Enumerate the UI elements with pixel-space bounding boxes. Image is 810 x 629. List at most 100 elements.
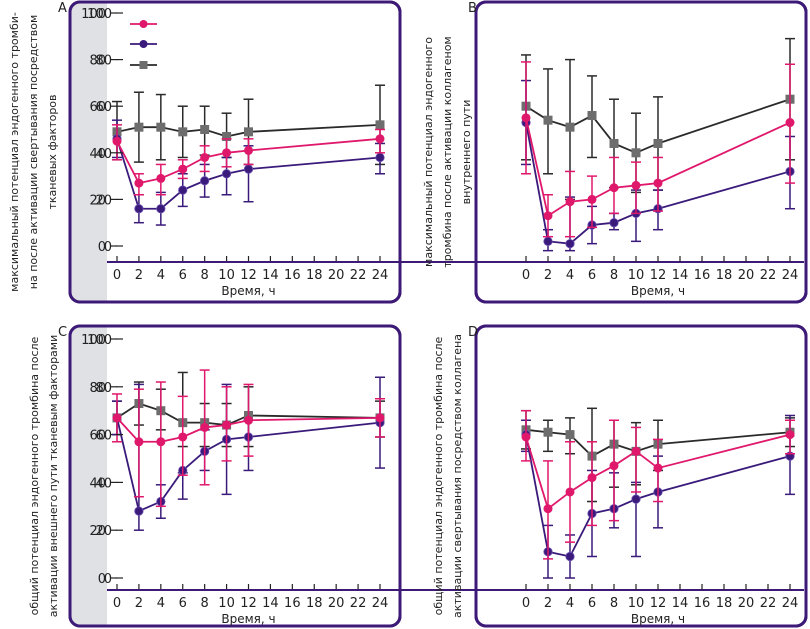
data-point [134, 506, 144, 516]
data-point [222, 148, 232, 158]
data-point [112, 136, 122, 146]
x-tick-label: 16 [284, 596, 301, 611]
data-point [134, 437, 144, 447]
data-point [587, 111, 597, 121]
y-axis-label: внутреннего пути [460, 100, 473, 205]
x-tick-label: 18 [306, 596, 323, 611]
data-point [565, 487, 575, 497]
x-tick-label: 2 [544, 268, 552, 283]
y-tick-label: 20 [95, 193, 112, 208]
data-point [565, 430, 575, 440]
x-tick-label: 18 [716, 268, 733, 283]
x-tick-label: 4 [566, 596, 574, 611]
x-tick-label: 20 [738, 596, 755, 611]
data-point [178, 185, 188, 195]
y-tick-label: 60 [95, 100, 112, 115]
data-point [375, 120, 385, 130]
data-point [112, 413, 122, 423]
y-axis-label: тромбина после активации коллагеном [441, 36, 454, 267]
series-pink [521, 61, 795, 238]
x-tick-label: 0 [113, 596, 121, 611]
x-tick-label: 2 [135, 268, 143, 283]
y-axis-label: максимальный потенциал эндогенного тромб… [8, 12, 21, 292]
y-tick-label: 20 [95, 524, 112, 539]
data-point [156, 204, 166, 214]
x-tick-label: 10 [218, 596, 235, 611]
y-axis-band [70, 2, 107, 302]
data-point [785, 430, 795, 440]
x-tick-label: 12 [240, 268, 257, 283]
data-point [653, 463, 663, 473]
data-point [375, 134, 385, 144]
legend-item-grey [130, 61, 157, 69]
data-point [565, 197, 575, 207]
x-tick-label: 10 [218, 268, 235, 283]
x-tick-label: 12 [650, 268, 667, 283]
x-tick-label: 10 [628, 596, 645, 611]
data-point [565, 239, 575, 249]
x-tick-label: 0 [522, 596, 530, 611]
x-axis-label: Время, ч [221, 612, 275, 626]
y-tick-label: 80 [89, 54, 106, 69]
y-tick-label: 40 [89, 147, 106, 162]
x-tick-label: 24 [372, 268, 389, 283]
y-axis-label: на после активации свертывания посредств… [27, 15, 40, 289]
x-tick-label: 16 [284, 268, 301, 283]
data-point [156, 122, 166, 132]
data-point [653, 138, 663, 148]
panel-letter: A [58, 1, 67, 16]
data-point [543, 211, 553, 221]
data-point [587, 473, 597, 483]
panel-letter: B [468, 1, 477, 16]
data-point [521, 113, 531, 123]
y-tick-label: 80 [95, 54, 112, 69]
legend-item-purple [130, 40, 157, 48]
y-tick-label: 80 [89, 381, 106, 396]
panel-border [68, 0, 402, 304]
x-tick-label: 4 [157, 268, 165, 283]
data-point [609, 183, 619, 193]
data-point [243, 164, 254, 174]
panel-border [474, 324, 808, 628]
y-tick-label: 40 [95, 147, 112, 162]
data-point [631, 148, 641, 158]
x-tick-label: 8 [610, 596, 618, 611]
data-point [244, 415, 253, 425]
data-point [134, 178, 144, 188]
panel-letter: C [58, 325, 67, 340]
y-tick-label: 60 [89, 100, 106, 115]
data-point [134, 204, 144, 214]
legend [130, 20, 157, 69]
x-tick-label: 20 [738, 268, 755, 283]
x-tick-label: 12 [240, 596, 257, 611]
panel-border [68, 324, 402, 628]
x-tick-label: 4 [566, 268, 574, 283]
data-point [631, 494, 641, 504]
x-tick-label: 16 [694, 596, 711, 611]
panel-frame [68, 324, 402, 628]
x-tick-label: 18 [306, 268, 323, 283]
y-tick-label: 100 [81, 7, 106, 22]
x-tick-label: 6 [179, 596, 187, 611]
x-tick-label: 4 [157, 596, 165, 611]
y-axis-label: активации свертывания посредством коллаг… [451, 334, 464, 618]
x-tick-label: 16 [694, 268, 711, 283]
data-point [178, 164, 188, 174]
x-tick-label: 10 [628, 268, 645, 283]
legend-marker [139, 40, 148, 48]
data-point [609, 461, 619, 471]
y-tick-label: 80 [95, 381, 112, 396]
x-tick-label: 14 [672, 268, 689, 283]
panel-frame [474, 324, 808, 628]
y-tick-label: 20 [89, 524, 106, 539]
y-tick-label: 40 [89, 476, 106, 491]
data-point [609, 218, 619, 228]
y-tick-label: 0 [104, 240, 112, 255]
x-tick-label: 24 [372, 596, 389, 611]
y-tick-label: 100 [81, 333, 106, 348]
data-point [785, 118, 795, 128]
x-tick-label: 22 [760, 596, 777, 611]
x-tick-label: 20 [328, 596, 345, 611]
